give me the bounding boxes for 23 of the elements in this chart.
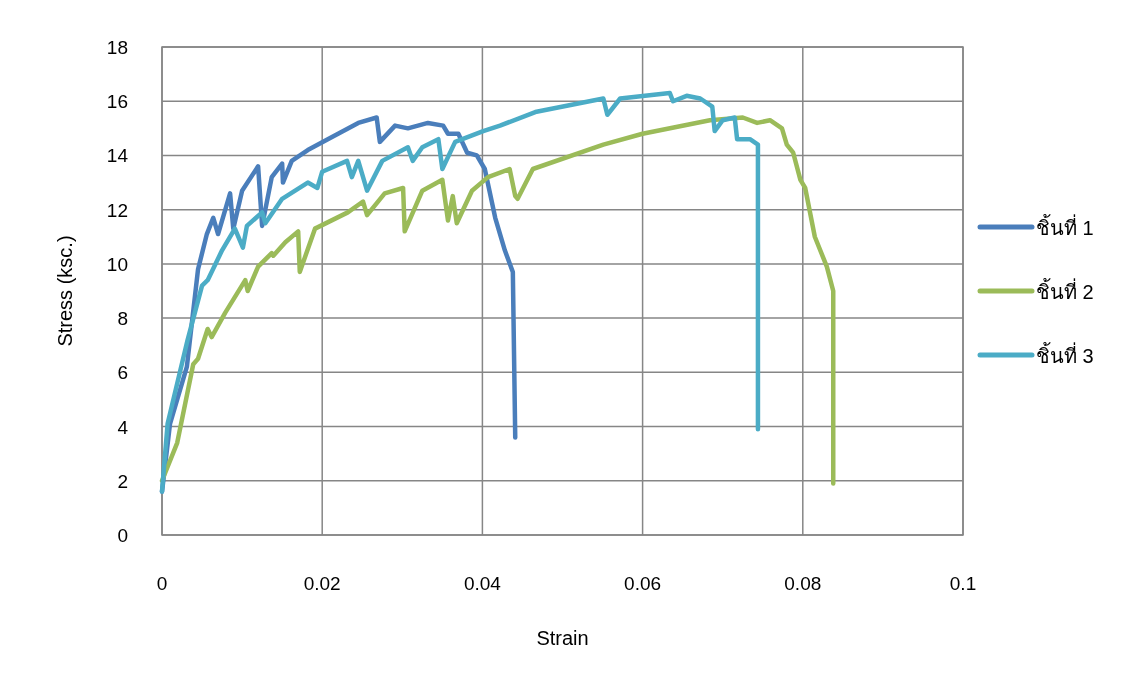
y-tick-label: 6 — [117, 362, 128, 384]
x-tick-label: 0 — [156, 573, 168, 594]
x-tick-label: 0.08 — [784, 573, 822, 594]
legend-label: ชิ้นที่ 2 — [1036, 278, 1094, 303]
y-tick-label: 10 — [106, 253, 128, 275]
x-tick-label: 0.02 — [303, 573, 341, 594]
x-axis-title: Strain — [536, 627, 589, 649]
y-tick-label: 2 — [117, 470, 128, 492]
y-tick-label: 14 — [106, 145, 129, 167]
y-tick-label: 0 — [117, 525, 128, 546]
x-tick-label: 0.06 — [624, 573, 662, 594]
line-series — [159, 115, 836, 486]
y-tick-label: 12 — [106, 199, 128, 221]
x-tick-label: 0.04 — [463, 573, 502, 594]
y-axis-title: Stress (ksc.) — [54, 235, 76, 347]
y-tick-label: 4 — [117, 416, 129, 438]
line-series — [159, 90, 761, 494]
y-tick-label: 18 — [106, 37, 128, 58]
y-tick-label: 16 — [106, 91, 128, 113]
y-tick-label: 8 — [117, 308, 128, 330]
legend-label: ชิ้นที่ 3 — [1036, 342, 1094, 367]
x-tick-label: 0.1 — [949, 573, 977, 594]
legend-label: ชิ้นที่ 1 — [1036, 214, 1094, 239]
